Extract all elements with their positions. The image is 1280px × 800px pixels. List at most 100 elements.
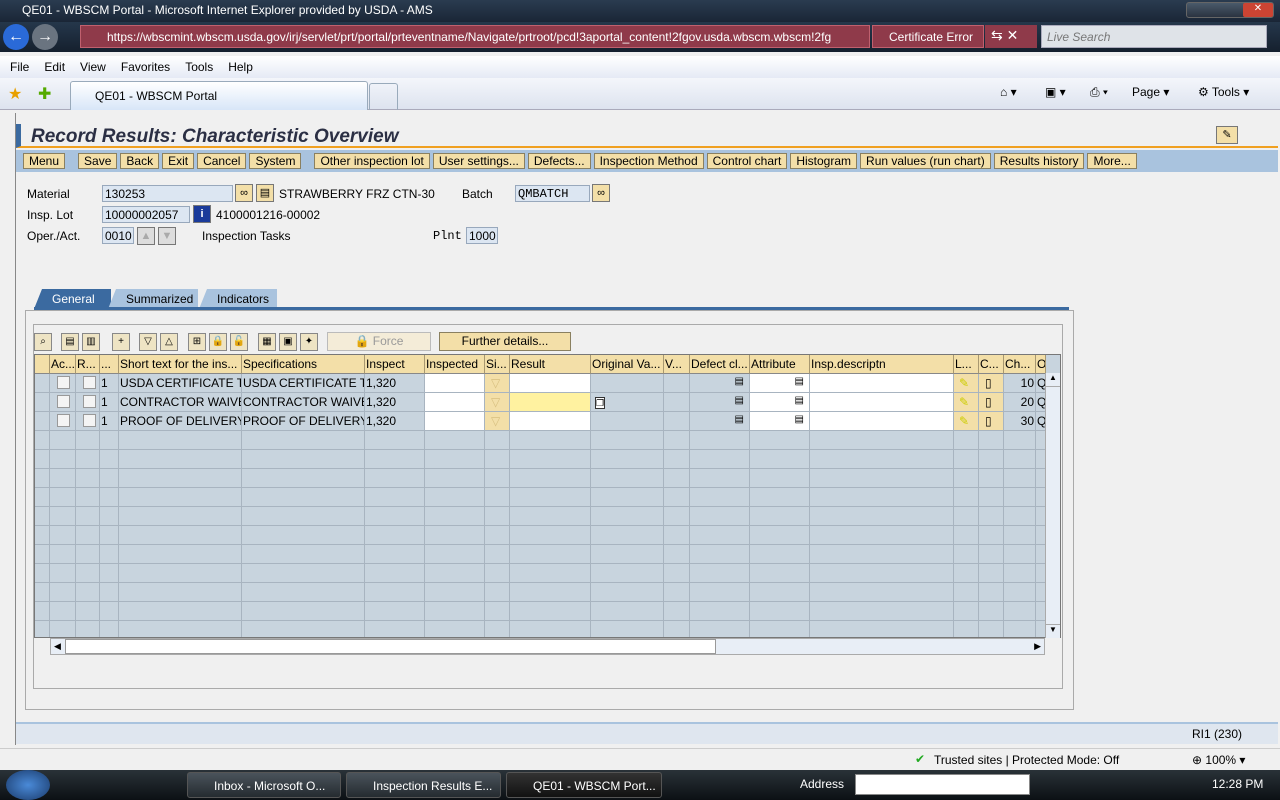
column-header[interactable]: Si...	[485, 355, 510, 374]
description-input[interactable]	[810, 393, 954, 412]
toolbar-button-exit[interactable]: Exit	[162, 153, 195, 169]
toolbar-button-run-values-run-chart[interactable]: Run values (run chart)	[860, 153, 991, 169]
start-button[interactable]	[6, 770, 50, 800]
inspected-input[interactable]	[425, 412, 485, 431]
feeds-icon[interactable]: ▣ ▾	[1045, 85, 1066, 99]
column-header[interactable]: C...	[979, 355, 1004, 374]
document-icon[interactable]: ▯	[979, 412, 1004, 431]
select-all-icon[interactable]: ▤	[61, 333, 79, 351]
inspected-input[interactable]	[425, 393, 485, 412]
force-button[interactable]: 🔒 Force	[327, 332, 431, 351]
column-header[interactable]: ...	[100, 355, 119, 374]
row-selector[interactable]	[35, 507, 50, 526]
document-icon[interactable]: ▯	[979, 393, 1004, 412]
row-selector[interactable]	[35, 450, 50, 469]
taskbar-item-inbox[interactable]: Inbox - Microsoft O...	[187, 772, 341, 798]
taskbar-item-inspection[interactable]: Inspection Results E...	[346, 772, 501, 798]
close-icon[interactable]: ✕	[1243, 3, 1273, 17]
edit-longtext-icon[interactable]: ✎	[959, 414, 970, 428]
toolbar-button-menu[interactable]: Menu	[23, 153, 66, 169]
sort-descending-icon[interactable]: ▽	[139, 333, 157, 351]
calendar-icon[interactable]: ▣	[279, 333, 297, 351]
scroll-right-icon[interactable]: ▶	[1034, 641, 1041, 651]
column-header[interactable]: O	[1036, 355, 1046, 374]
deselect-all-icon[interactable]: ▥	[82, 333, 100, 351]
row-checkbox[interactable]	[83, 376, 96, 389]
inspected-input[interactable]	[425, 374, 485, 393]
lock-icon[interactable]: 🔒	[209, 333, 227, 351]
column-header[interactable]: Original Va...	[591, 355, 664, 374]
display-batch-icon[interactable]: ∞	[592, 184, 610, 202]
search-input[interactable]: Live Search	[1041, 25, 1267, 48]
column-header[interactable]: Inspected	[425, 355, 485, 374]
value-help-icon[interactable]: ▤	[734, 414, 744, 425]
window-controls[interactable]: ✕	[1186, 2, 1274, 18]
next-oper-icon[interactable]: ▼	[158, 227, 176, 245]
row-selector[interactable]	[35, 374, 50, 393]
column-header[interactable]: Ch...	[1004, 355, 1036, 374]
certificate-error[interactable]: Certificate Error	[872, 25, 984, 48]
settings-icon[interactable]: ✦	[300, 333, 318, 351]
unlock-icon[interactable]: 🔓	[230, 333, 248, 351]
value-help-icon[interactable]: ▤	[794, 395, 804, 406]
row-selector[interactable]	[35, 431, 50, 450]
tab-general[interactable]: General	[34, 289, 111, 309]
column-header[interactable]: Short text for the ins...	[119, 355, 242, 374]
row-selector[interactable]	[35, 621, 50, 637]
previous-oper-icon[interactable]: ▲	[137, 227, 155, 245]
taskbar-address-input[interactable]	[855, 774, 1030, 795]
insert-row-icon[interactable]: +	[112, 333, 130, 351]
favorites-star-icon[interactable]: ★	[8, 86, 23, 103]
column-header[interactable]: V...	[664, 355, 690, 374]
row-selector[interactable]	[35, 564, 50, 583]
toolbar-button-defects[interactable]: Defects...	[527, 153, 591, 169]
column-header[interactable]: Inspect	[365, 355, 425, 374]
column-header[interactable]: L...	[954, 355, 979, 374]
toolbar-button-inspection-method[interactable]: Inspection Method	[593, 153, 704, 169]
value-help-icon[interactable]: ▤	[794, 376, 804, 387]
row-selector[interactable]	[35, 602, 50, 621]
details-icon[interactable]: ⌕	[34, 333, 52, 351]
menu-view[interactable]: View	[80, 60, 106, 74]
description-input[interactable]	[810, 374, 954, 393]
back-button[interactable]: ←	[3, 24, 29, 50]
scroll-left-icon[interactable]: ◀	[54, 641, 61, 651]
tab-indicators[interactable]: Indicators	[199, 289, 277, 309]
row-selector[interactable]	[35, 488, 50, 507]
toolbar-button-save[interactable]: Save	[78, 153, 118, 169]
taskbar-item-qe01[interactable]: QE01 - WBSCM Port...	[506, 772, 662, 798]
column-header[interactable]: Result	[510, 355, 591, 374]
value-help-icon[interactable]: ▤	[734, 395, 744, 406]
browser-tab[interactable]: QE01 - WBSCM Portal	[70, 81, 368, 110]
value-help-icon[interactable]: ▤	[734, 376, 744, 387]
display-material-icon[interactable]: ∞	[235, 184, 253, 202]
attribute-input[interactable]: ▤	[750, 374, 810, 393]
column-header[interactable]: Insp.descriptn	[810, 355, 954, 374]
change-layout-icon[interactable]: ⊞	[188, 333, 206, 351]
batch-field[interactable]: QMBATCH	[515, 185, 590, 202]
oper-field[interactable]: 0010	[102, 227, 134, 244]
home-icon[interactable]: ⌂ ▾	[1000, 85, 1017, 99]
column-header[interactable]: Ac...	[50, 355, 76, 374]
toolbar-button-results-history[interactable]: Results history	[993, 153, 1085, 169]
sort-ascending-icon[interactable]: △	[160, 333, 178, 351]
copy-icon[interactable]: ❐	[595, 397, 606, 409]
row-selector[interactable]	[35, 393, 50, 412]
description-input[interactable]	[810, 412, 954, 431]
long-text-icon[interactable]: ✎	[954, 393, 979, 412]
vertical-scrollbar[interactable]: ▲ ▼	[1045, 373, 1060, 638]
toolbar-button-other-inspection-lot[interactable]: Other inspection lot	[314, 153, 430, 169]
toolbar-button-control-chart[interactable]: Control chart	[706, 153, 788, 169]
row-selector[interactable]	[35, 412, 50, 431]
print-icon[interactable]: ⎙ ▾	[1090, 85, 1108, 99]
zoom-level[interactable]: ⊕ 100% ▾	[1192, 753, 1246, 767]
row-checkbox[interactable]	[83, 395, 96, 408]
menu-file[interactable]: File	[10, 60, 30, 74]
row-checkbox[interactable]	[83, 414, 96, 427]
calculator-icon[interactable]: ▦	[258, 333, 276, 351]
attribute-input[interactable]: ▤	[750, 412, 810, 431]
add-favorite-icon[interactable]: ✚	[38, 86, 52, 103]
toolbar-button-more[interactable]: More...	[1087, 153, 1137, 169]
column-header[interactable]: Defect cl...	[690, 355, 750, 374]
page-icon[interactable]: ▯	[985, 395, 992, 409]
